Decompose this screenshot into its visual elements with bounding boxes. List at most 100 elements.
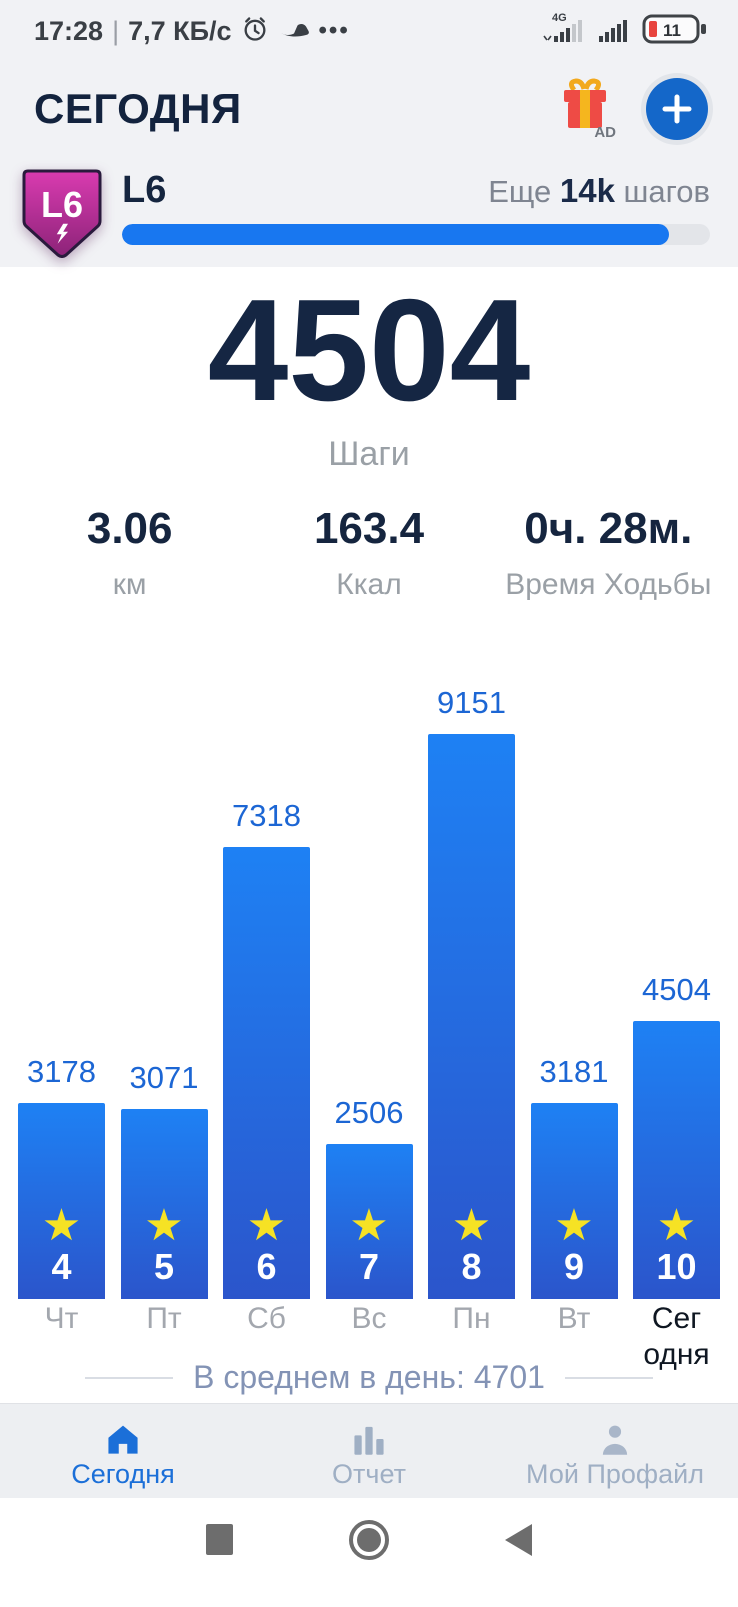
day-label: Вт	[557, 1302, 591, 1335]
profile-icon	[492, 1417, 738, 1455]
day-number-label: 4	[51, 1246, 72, 1287]
bar-value-label: 4504	[642, 972, 711, 1007]
day-label: Пн	[452, 1302, 491, 1335]
stat-calories: 163.4 Ккал	[249, 504, 488, 602]
day-number-label: 6	[256, 1246, 277, 1287]
plus-icon	[662, 94, 692, 123]
bar-badge: ★ 7	[326, 1201, 413, 1287]
stats-row: 3.06 км 163.4 Ккал 0ч. 28м. Время Ходьбы	[0, 504, 738, 602]
star-icon: ★	[451, 1201, 492, 1250]
level-section[interactable]: L6 L6 Еще 14k шагов	[0, 155, 738, 267]
steps-remaining-value: 14k	[559, 172, 615, 209]
home-icon	[0, 1417, 246, 1455]
badge-level-label: L6	[41, 184, 83, 225]
bar-badge: ★ 4	[18, 1201, 105, 1287]
sneaker-icon	[278, 17, 310, 46]
alarm-clock-icon	[241, 15, 269, 48]
level-progress-bar	[122, 224, 710, 245]
bar-badge: ★ 10	[633, 1201, 720, 1287]
bar-value-label: 3071	[129, 1060, 199, 1095]
battery-icon: 11	[642, 11, 708, 52]
level-badge-icon: L6	[22, 169, 102, 258]
distance-label: км	[112, 568, 147, 601]
stat-distance: 3.06 км	[10, 504, 249, 602]
daily-average-text: В среднем в день: 4701	[193, 1359, 545, 1395]
bar: ★ 10	[633, 1021, 720, 1299]
bar: ★ 6	[223, 847, 310, 1299]
add-steps-button[interactable]	[646, 77, 708, 140]
bottom-nav: Сегодня Отчет Мой Профайл	[0, 1403, 738, 1498]
bar: ★ 8	[428, 734, 515, 1299]
network-type-label: 4G	[552, 12, 567, 24]
bar-value-label: 9151	[437, 685, 506, 720]
more-notifications-icon: •••	[318, 17, 350, 44]
gift-ad-button[interactable]: AD	[560, 78, 616, 141]
report-icon	[246, 1417, 492, 1455]
bar-badge: ★ 5	[121, 1201, 208, 1287]
status-separator: |	[112, 15, 120, 46]
chart-column[interactable]: 7318 ★ 6	[223, 795, 310, 1299]
ad-badge: AD	[594, 124, 616, 141]
day-label: Пт	[146, 1302, 182, 1335]
chart-column[interactable]: 3178 ★ 4	[18, 1051, 105, 1299]
level-name: L6	[122, 169, 167, 211]
network-speed: 7,7 КБ/с	[128, 15, 232, 46]
android-nav-bar	[0, 1498, 738, 1607]
calories-label: Ккал	[336, 568, 402, 601]
day-number-label: 5	[153, 1246, 175, 1287]
steps-count-label: Шаги	[328, 435, 410, 473]
average-row: В среднем в день: 4701	[0, 1359, 738, 1396]
star-icon: ★	[554, 1201, 594, 1250]
day-number-label: 8	[461, 1246, 482, 1287]
chart-column[interactable]: 3181 ★ 9	[530, 1051, 618, 1299]
signal-4g-icon: 4G	[538, 10, 588, 53]
home-circle-icon[interactable]	[349, 1519, 389, 1560]
day-label: Чт	[44, 1302, 79, 1335]
bar: ★ 5	[120, 1109, 208, 1299]
calories-value: 163.4	[313, 504, 425, 553]
lightning-icon	[56, 223, 68, 244]
walking-time-value: 0ч. 28м.	[524, 504, 693, 553]
divider-line	[564, 1376, 653, 1379]
tab-today[interactable]: Сегодня	[0, 1413, 246, 1490]
page-title: СЕГОДНЯ	[34, 84, 242, 132]
bar: ★ 9	[530, 1103, 618, 1299]
tab-today-label: Сегодня	[71, 1458, 175, 1489]
bar-value-label: 7318	[232, 798, 301, 833]
gift-icon	[564, 78, 606, 128]
star-icon: ★	[144, 1201, 184, 1250]
battery-percent-label: 11	[663, 21, 681, 40]
walking-time-label: Время Ходьбы	[505, 568, 712, 601]
day-label-today: Сег одня	[643, 1302, 710, 1371]
star-icon: ★	[349, 1201, 389, 1250]
star-icon: ★	[41, 1201, 82, 1250]
tab-profile[interactable]: Мой Профайл	[492, 1413, 738, 1490]
bar-badge: ★ 9	[531, 1201, 618, 1285]
back-triangle-icon[interactable]	[505, 1523, 532, 1556]
tab-report-label: Отчет	[332, 1458, 406, 1489]
chart-column[interactable]: 3071 ★ 5	[120, 1057, 208, 1299]
day-number-label: 10	[656, 1246, 697, 1287]
chart-column[interactable]: 2506 ★ 7	[325, 1092, 413, 1299]
level-progress-fill	[122, 224, 669, 245]
star-icon: ★	[246, 1201, 287, 1250]
tab-profile-label: Мой Профайл	[526, 1458, 704, 1489]
clock-time: 17:28	[34, 15, 104, 46]
bar: ★ 4	[18, 1103, 105, 1299]
tab-report[interactable]: Отчет	[246, 1413, 492, 1490]
chart-column[interactable]: 4504 ★ 10	[633, 969, 720, 1299]
status-bar: 17:28 | 7,7 КБ/с ••• 4G	[0, 0, 738, 62]
recents-square-icon[interactable]	[206, 1524, 233, 1555]
chart-column[interactable]: 9151 ★ 8	[428, 682, 515, 1299]
day-number-label: 7	[358, 1246, 380, 1287]
bar-value-label: 3181	[539, 1054, 609, 1089]
day-labels-row: Чт Пт Сб Вс Пн Вт Сег одня	[0, 1301, 738, 1371]
star-icon: ★	[656, 1201, 697, 1250]
stat-walking-time: 0ч. 28м. Время Ходьбы	[489, 504, 728, 602]
bar-value-label: 3178	[27, 1054, 96, 1089]
divider-line	[85, 1376, 174, 1379]
steps-remaining-text: Еще 14k шагов	[488, 172, 710, 209]
main-content: 4504 Шаги 3.06 км 163.4 Ккал 0ч. 28м. Вр…	[0, 275, 738, 1403]
distance-value: 3.06	[86, 504, 173, 553]
app-header: СЕГОДНЯ AD	[0, 62, 738, 155]
